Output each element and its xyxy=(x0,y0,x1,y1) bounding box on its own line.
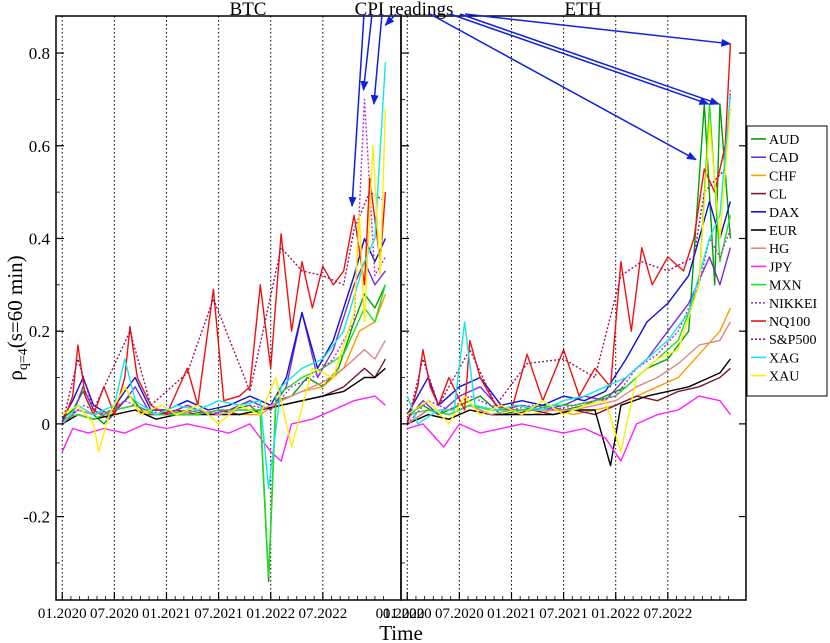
eth-nq100-line xyxy=(406,43,732,425)
x-tick-label: 07.2021 xyxy=(194,606,243,622)
legend-label: S&P500 xyxy=(769,333,816,348)
cpi-arrow xyxy=(449,13,710,105)
y-axis: -0.2 0 0.2 0.4 0.6 0.8 xyxy=(23,44,746,564)
x-tick-label: 07.2022 xyxy=(643,606,692,622)
btc-xag-line xyxy=(61,62,387,490)
legend-label: HG xyxy=(769,242,789,257)
x-axis: 01.2020 07.2020 01.2021 07.2021 01.2022 07.20… xyxy=(38,592,730,622)
legend-label: CL xyxy=(769,188,787,203)
eth-aud-line xyxy=(406,103,732,416)
x-tick-label: 01.2022 xyxy=(246,606,295,622)
cpi-arrow xyxy=(464,13,732,47)
x-axis-title: Time xyxy=(379,621,423,643)
legend-label: CAD xyxy=(769,151,799,166)
legend-label: XAG xyxy=(769,351,799,366)
btc-mxn-line xyxy=(62,284,387,578)
y-axis-title-subscript: q=4 xyxy=(16,348,31,370)
btc-series-group xyxy=(61,62,387,583)
eth-eur-line xyxy=(407,358,731,467)
eth-panel-title: ETH xyxy=(565,0,602,20)
x-tick-label: 01.2021 xyxy=(487,606,536,622)
y-tick-label: 0 xyxy=(42,415,51,434)
cpi-arrow xyxy=(429,13,697,161)
eth-s-p500-line xyxy=(406,90,732,425)
grid-lines xyxy=(61,16,669,600)
legend-label: JPY xyxy=(769,260,792,275)
y-tick-label: 0.8 xyxy=(29,44,50,63)
btc-dax-line xyxy=(61,237,387,420)
btc-panel-title: BTC xyxy=(230,0,267,20)
x-tick-label: 01.2020 xyxy=(376,606,425,622)
eth-xau-line xyxy=(406,108,732,453)
cpi-arrows xyxy=(348,13,732,208)
eth-jpy-line xyxy=(407,395,731,462)
legend-box xyxy=(746,125,828,397)
legend-label: AUD xyxy=(769,133,799,148)
x-tick-label: 01.2021 xyxy=(142,606,191,622)
eth-dax-line xyxy=(406,200,732,415)
cpi-arrow xyxy=(370,13,383,106)
y-axis-title-symbol: ρ xyxy=(3,370,27,380)
y-tick-label: 0.2 xyxy=(29,322,50,341)
eth-series-group xyxy=(406,43,732,467)
legend-label: CHF xyxy=(769,169,796,184)
cpi-arrow xyxy=(360,13,373,92)
y-axis-title-rest: (s=60 min) xyxy=(3,255,27,348)
x-tick-label: 01.2020 xyxy=(383,606,432,622)
btc-s-p500-line xyxy=(61,191,386,425)
eth-panel-frame xyxy=(400,15,747,601)
btc-panel-frame xyxy=(55,15,402,601)
y-tick-label: 0.6 xyxy=(29,137,50,156)
legend-label: NQ100 xyxy=(769,315,810,330)
x-tick-label: 07.2022 xyxy=(298,606,347,622)
eth-nikkei-line xyxy=(406,228,732,425)
x-tick-label: 07.2021 xyxy=(539,606,588,622)
cpi-arrow xyxy=(459,13,720,105)
legend-label: DAX xyxy=(769,206,799,221)
btc-xau-line xyxy=(61,108,387,453)
legend-label: XAU xyxy=(769,370,799,385)
cpi-arrow xyxy=(384,13,397,26)
eth-xag-line xyxy=(406,94,732,425)
x-tick-label: 01.2020 xyxy=(38,606,87,622)
cpi-readings-annotation: CPI readings xyxy=(355,0,454,20)
btc-nikkei-line xyxy=(61,98,387,425)
legend-label: EUR xyxy=(769,224,798,239)
x-tick-label: 01.2022 xyxy=(591,606,640,622)
y-tick-label: -0.2 xyxy=(23,508,50,527)
legend: AUD CAD CHF CL DAX EUR HG JPY MXN NIKKEI NQ100 S&P5… xyxy=(746,125,828,397)
y-tick-label: 0.4 xyxy=(29,229,51,248)
cpi-arrow xyxy=(348,13,365,208)
y-axis-title: ρq=4(s=60 min) xyxy=(3,255,31,380)
eth-mxn-line xyxy=(407,103,732,416)
btc-jpy-line xyxy=(61,395,386,462)
x-tick-label: 07.2020 xyxy=(435,606,484,622)
x-tick-label: 07.2020 xyxy=(90,606,139,622)
btc-nq100-line xyxy=(61,177,387,425)
legend-label: MXN xyxy=(769,279,802,294)
legend-label: NIKKEI xyxy=(769,297,818,312)
